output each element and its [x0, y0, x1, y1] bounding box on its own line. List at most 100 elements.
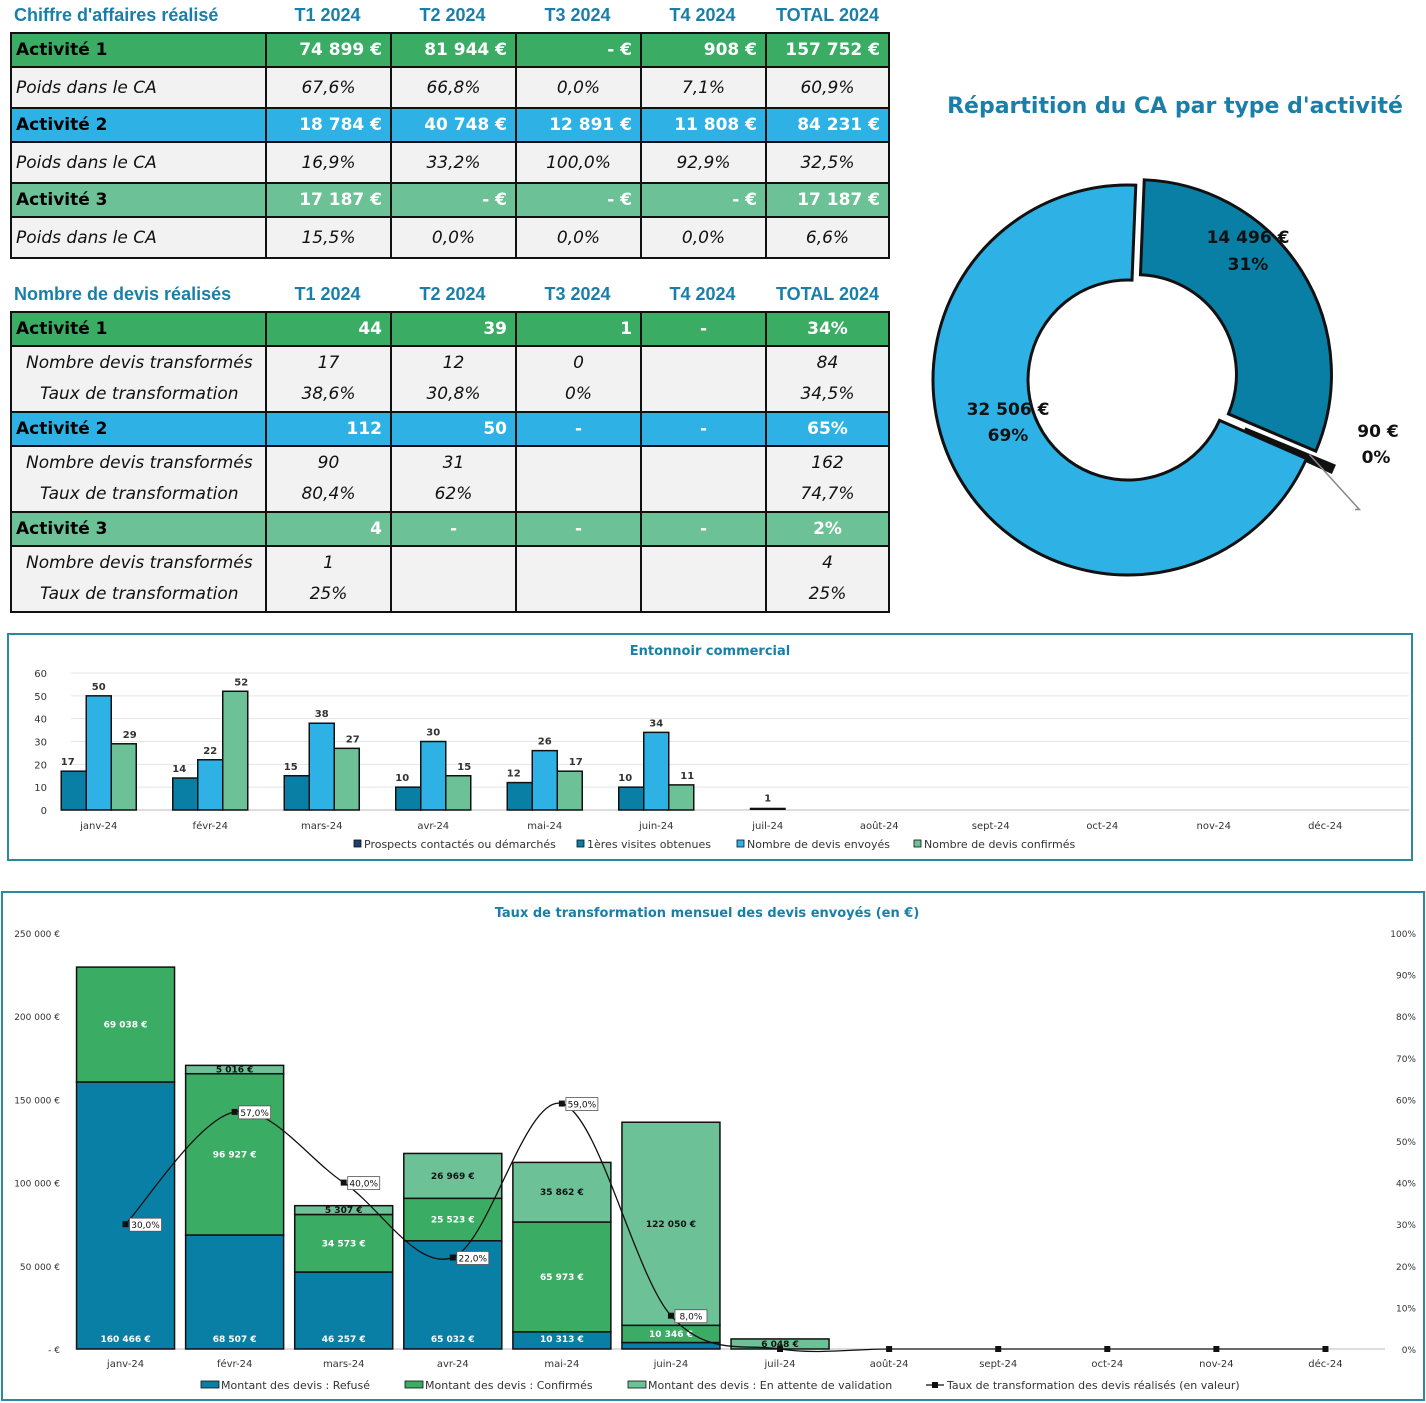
devis-group-cell: -: [515, 511, 642, 547]
devis-sub-value: 62%: [434, 484, 473, 504]
devis-group-cell: -: [640, 411, 767, 447]
stacked-y2tick: 100%: [1390, 930, 1416, 940]
stacked-bar-label: 26 969 €: [431, 1172, 475, 1182]
funnel-bar-label: 26: [538, 737, 552, 748]
donut-slice-pct: 0%: [1362, 448, 1391, 468]
stacked-rate-label: 8,0%: [674, 1309, 708, 1324]
devis-sub-label: Taux de transformation: [40, 384, 239, 404]
funnel-bar-label: 14: [172, 764, 186, 775]
funnel-legend-swatch: [736, 839, 745, 848]
stacked-xtick: mars-24: [323, 1359, 365, 1370]
stacked-bar-label: 35 862 €: [540, 1188, 584, 1198]
stacked-bar-label: 6 048 €: [761, 1340, 799, 1350]
funnel-bar-label: 30: [426, 728, 440, 739]
stacked-bar-label: 46 257 €: [322, 1335, 366, 1345]
devis-table-title: Nombre de devis réalisés: [14, 284, 232, 304]
stacked-y2tick: 70%: [1396, 1055, 1416, 1065]
donut-slice-pct: 69%: [988, 426, 1029, 446]
ca-table-header: T2 2024: [419, 5, 486, 25]
stacked-xtick: nov-24: [1199, 1359, 1233, 1370]
funnel-ytick: 40: [34, 715, 47, 726]
stacked-chart-title: Taux de transformation mensuel des devis…: [494, 906, 920, 921]
funnel-bar-label: 1: [764, 794, 771, 805]
stacked-bar-segment: [403, 1152, 503, 1200]
funnel-bar: [618, 786, 645, 811]
devis-group-cell: -: [390, 511, 517, 547]
stacked-y2tick: 0%: [1402, 1346, 1417, 1356]
funnel-legend-label: 1ères visites obtenues: [587, 838, 711, 851]
ca-cell: 100,0%: [515, 141, 642, 184]
funnel-bar-label: 15: [457, 762, 471, 773]
funnel-xtick: déc-24: [1308, 820, 1342, 832]
devis-group-cell: 39: [390, 311, 517, 347]
ca-table-header: TOTAL 2024: [775, 5, 880, 25]
stacked-y2tick: 10%: [1396, 1304, 1416, 1314]
ca-cell: 16,9%: [265, 141, 392, 184]
stacked-bar-label: 122 050 €: [646, 1220, 696, 1230]
stacked-rate-label: 22,0%: [456, 1251, 490, 1265]
stacked-legend-swatch: [404, 1380, 424, 1389]
ca-row-label: Activité 3: [10, 182, 267, 218]
funnel-ytick: 50: [34, 692, 47, 703]
funnel-xtick: juil-24: [751, 821, 783, 832]
stacked-bar-label: 5 016 €: [216, 1066, 254, 1076]
funnel-legend-swatch: [576, 839, 585, 848]
funnel-bar: [308, 722, 335, 811]
devis-table-header: T4 2024: [669, 284, 736, 304]
stacked-rate-marker: [995, 1346, 1002, 1352]
devis-sub-value: 1: [323, 553, 334, 573]
funnel-bar-label: 17: [61, 757, 75, 768]
stacked-rate-marker: [449, 1254, 456, 1261]
stacked-chart: - € 50 000 € 100 000 € 150 000 € 200 000 € 25…: [14, 930, 1417, 1392]
funnel-bar-label: 34: [649, 718, 663, 729]
stacked-rate-marker: [122, 1221, 129, 1228]
stacked-y2tick: 40%: [1396, 1180, 1416, 1190]
devis-sub-value: 25%: [808, 584, 847, 604]
stacked-bar-label: 10 346 €: [649, 1330, 693, 1340]
funnel-bar: [420, 740, 447, 811]
stacked-bar-label: 25 523 €: [431, 1216, 475, 1226]
stacked-y2tick: 30%: [1396, 1221, 1416, 1231]
funnel-ytick: 60: [34, 669, 47, 680]
svg-text:30,0%: 30,0%: [131, 1221, 160, 1231]
devis-group-cell: -: [640, 311, 767, 347]
devis-group-label: Activité 3: [10, 511, 267, 547]
stacked-legend-label: Taux de transformation des devis réalisé…: [946, 1379, 1240, 1392]
stacked-bar-segment: [293, 1271, 394, 1350]
devis-group-label: Activité 2: [10, 411, 267, 447]
funnel-xtick: janv-24: [79, 821, 117, 832]
ca-table-title: Chiffre d'affaires réalisé: [14, 5, 219, 25]
stacked-rate-marker: [1104, 1346, 1111, 1352]
funnel-bar-label: 50: [92, 682, 106, 693]
devis-sub-label: Taux de transformation: [40, 484, 239, 504]
devis-group-label: Activité 1: [10, 311, 267, 347]
stacked-bar-segment: [293, 1213, 394, 1273]
stacked-xtick: févr-24: [217, 1358, 252, 1370]
stacked-legend-marker: [932, 1382, 938, 1388]
stacked-legend-label: Montant des devis : Refusé: [221, 1379, 370, 1392]
devis-sub-cell: [640, 445, 767, 513]
stacked-rate-marker: [1213, 1346, 1220, 1352]
funnel-bar-label: 12: [507, 769, 521, 780]
stacked-xtick: juin-24: [653, 1359, 689, 1370]
funnel-bar: [556, 770, 583, 811]
svg-text:22,0%: 22,0%: [458, 1254, 487, 1264]
devis-sub-value: 31: [442, 453, 465, 473]
ca-cell: - €: [640, 182, 767, 218]
stacked-bar-label: 69 038 €: [104, 1021, 148, 1031]
devis-group-cell: 4: [265, 511, 392, 547]
stacked-rate-marker: [340, 1179, 347, 1186]
funnel-bar: [668, 784, 695, 811]
donut-title: Répartition du CA par type d'activité: [947, 94, 1403, 119]
devis-sub-label: Nombre devis transformés: [26, 453, 253, 473]
devis-sub-cell: [515, 445, 642, 513]
funnel-bar: [643, 731, 670, 811]
devis-group-cell: 44: [265, 311, 392, 347]
funnel-legend-label: Nombre de devis envoyés: [747, 838, 890, 851]
funnel-chart-title: Entonnoir commercial: [629, 644, 791, 659]
devis-sub-cell: 90 80,4%: [265, 445, 392, 513]
funnel-bar-label: 29: [123, 730, 137, 741]
donut-leader-line: [1308, 454, 1362, 511]
devis-sub-value: 84: [816, 353, 839, 373]
funnel-xtick: mai-24: [527, 821, 562, 832]
